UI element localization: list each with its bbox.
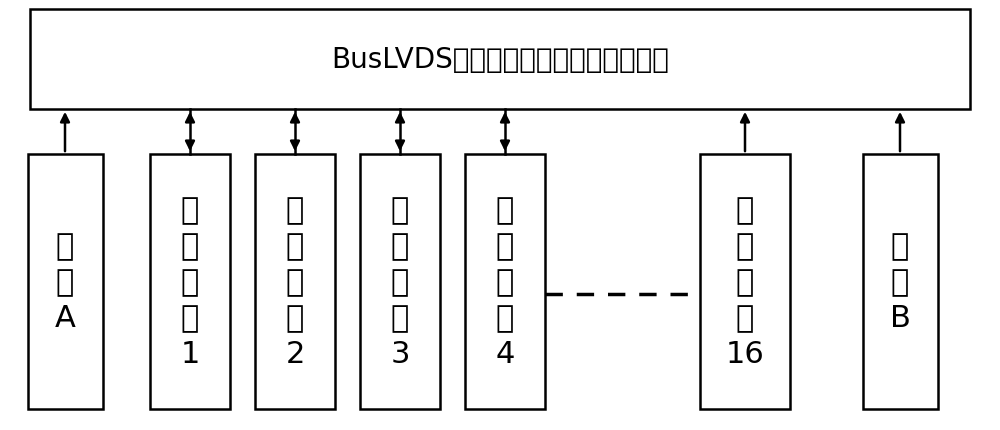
Text: 功
能
板
卡
3: 功 能 板 卡 3 bbox=[390, 196, 410, 368]
Bar bbox=[465, 155, 545, 409]
Text: 电
源
A: 电 源 A bbox=[55, 232, 75, 332]
Bar bbox=[28, 155, 103, 409]
Bar bbox=[150, 155, 230, 409]
Bar bbox=[255, 155, 335, 409]
Text: BusLVDS高速通讯、供电、板卡支撑等: BusLVDS高速通讯、供电、板卡支撑等 bbox=[331, 46, 669, 74]
Bar bbox=[360, 155, 440, 409]
Text: 功
能
板
卡
2: 功 能 板 卡 2 bbox=[285, 196, 305, 368]
Text: 电
源
B: 电 源 B bbox=[890, 232, 910, 332]
Text: 功
能
板
卡
16: 功 能 板 卡 16 bbox=[726, 196, 764, 368]
Bar bbox=[862, 155, 938, 409]
Text: 功
能
板
卡
4: 功 能 板 卡 4 bbox=[495, 196, 515, 368]
Bar bbox=[700, 155, 790, 409]
Text: 功
能
板
卡
1: 功 能 板 卡 1 bbox=[180, 196, 200, 368]
Bar bbox=[30, 10, 970, 110]
